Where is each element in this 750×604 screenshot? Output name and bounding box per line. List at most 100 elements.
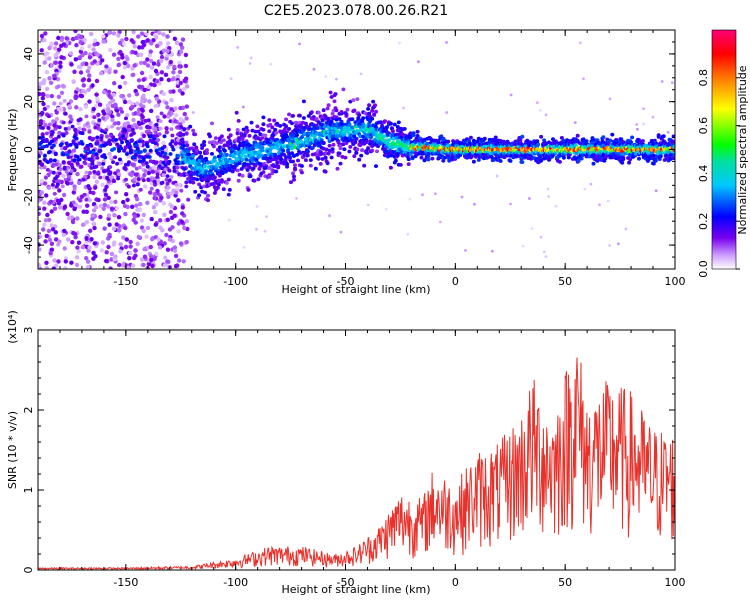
heatmap-cell bbox=[170, 139, 175, 144]
heatmap-cell bbox=[85, 69, 91, 74]
heatmap-cell bbox=[666, 130, 670, 134]
heatmap-cell bbox=[133, 50, 138, 55]
heatmap-cell bbox=[253, 163, 258, 168]
heatmap-cell bbox=[359, 142, 364, 146]
heatmap-cell bbox=[69, 62, 74, 67]
heatmap-cell bbox=[140, 114, 145, 120]
heatmap-cell bbox=[131, 72, 136, 78]
heatmap-cell bbox=[316, 110, 321, 115]
heatmap-cell bbox=[161, 91, 166, 97]
heatmap-cell bbox=[200, 146, 205, 151]
heatmap-cell bbox=[84, 209, 90, 214]
heatmap-cell bbox=[44, 233, 49, 239]
heatmap-cell bbox=[220, 171, 225, 176]
heatmap-cell bbox=[274, 131, 279, 135]
heatmap-cell bbox=[123, 145, 128, 150]
heatmap-cell bbox=[323, 169, 328, 174]
heatmap-cell bbox=[53, 41, 59, 46]
heatmap-cell bbox=[45, 93, 50, 99]
heatmap-cell bbox=[93, 125, 98, 130]
heatmap-cell bbox=[168, 152, 173, 156]
heatmap-cell bbox=[100, 182, 105, 187]
heatmap-cell bbox=[149, 41, 154, 46]
heatmap-cell bbox=[100, 129, 105, 133]
heatmap-cell bbox=[57, 239, 62, 244]
heatmap-cell bbox=[159, 58, 164, 64]
heatmap-cell bbox=[273, 152, 278, 157]
heatmap-cell bbox=[351, 98, 356, 102]
heatmap-cell bbox=[126, 265, 131, 269]
heatmap-cell bbox=[188, 124, 193, 129]
heatmap-cell bbox=[621, 157, 626, 162]
heatmap-cell bbox=[150, 237, 155, 242]
heatmap-cell bbox=[97, 118, 102, 123]
heatmap-cell bbox=[396, 120, 401, 125]
heatmap-cell bbox=[168, 30, 173, 33]
heatmap-cell bbox=[87, 65, 92, 70]
heatmap-cell bbox=[60, 83, 66, 89]
heatmap-cell bbox=[115, 161, 120, 166]
heatmap-cell bbox=[239, 148, 244, 153]
heatmap-cell bbox=[50, 227, 56, 232]
heatmap-cell bbox=[80, 78, 86, 83]
heatmap-cell bbox=[136, 234, 141, 240]
heatmap-cell bbox=[134, 166, 139, 171]
heatmap-cell bbox=[179, 173, 184, 177]
snr-xlabel: Height of straight line (km) bbox=[281, 583, 430, 596]
heatmap-cell bbox=[76, 180, 82, 186]
heatmap-cell bbox=[386, 138, 391, 143]
heatmap-cell bbox=[142, 172, 147, 178]
heatmap-cell bbox=[180, 119, 186, 124]
heatmap-cell bbox=[135, 182, 140, 187]
heatmap-cell bbox=[398, 41, 401, 45]
heatmap-cell bbox=[264, 165, 269, 170]
heatmap-cell bbox=[171, 89, 176, 94]
heatmap-cell bbox=[178, 241, 184, 246]
heatmap-cell bbox=[87, 245, 92, 250]
heatmap-cell bbox=[83, 50, 88, 56]
tick-label: 1 bbox=[22, 487, 35, 494]
heatmap-cell bbox=[60, 184, 65, 189]
heatmap-cell bbox=[160, 180, 165, 185]
tick-label: -150 bbox=[113, 275, 138, 288]
heatmap-cell bbox=[154, 96, 160, 101]
heatmap-cell bbox=[181, 259, 186, 264]
heatmap-cell bbox=[335, 166, 340, 171]
heatmap-cell bbox=[240, 136, 245, 141]
heatmap-cell bbox=[205, 151, 209, 156]
heatmap-cell bbox=[58, 205, 63, 210]
heatmap-cell bbox=[152, 134, 157, 138]
heatmap-cell bbox=[77, 55, 83, 60]
heatmap-cell bbox=[44, 139, 49, 144]
heatmap-cell bbox=[136, 34, 141, 39]
heatmap-cell bbox=[75, 155, 80, 159]
heatmap-cell bbox=[56, 94, 62, 100]
heatmap-cell bbox=[539, 108, 542, 112]
heatmap-cell bbox=[105, 103, 110, 108]
heatmap-cell bbox=[47, 150, 52, 154]
heatmap-cell bbox=[42, 222, 47, 228]
heatmap-cell bbox=[341, 142, 346, 147]
heatmap-cell bbox=[161, 140, 166, 146]
colorbar: 0.00.20.40.60.8 Normalized spectral ampl… bbox=[697, 29, 749, 278]
heatmap-cell bbox=[117, 172, 122, 177]
heatmap-cell bbox=[224, 160, 229, 165]
heatmap-cell bbox=[63, 126, 68, 131]
heatmap-cell bbox=[145, 57, 150, 62]
heatmap-cell bbox=[48, 251, 53, 256]
heatmap-cell bbox=[78, 34, 84, 40]
heatmap-cell bbox=[66, 177, 71, 182]
heatmap-cell bbox=[78, 49, 84, 54]
heatmap-cell bbox=[307, 127, 312, 131]
heatmap-cell bbox=[255, 205, 259, 208]
heatmap-cell bbox=[212, 155, 217, 160]
heatmap-cell bbox=[103, 192, 109, 197]
heatmap-cell bbox=[57, 179, 62, 184]
heatmap-cell bbox=[143, 169, 148, 173]
heatmap-cell bbox=[88, 150, 93, 155]
heatmap-cell bbox=[353, 140, 358, 145]
heatmap-cell bbox=[154, 251, 159, 256]
heatmap-cell bbox=[509, 93, 513, 97]
heatmap-cell bbox=[245, 168, 250, 172]
heatmap-cell bbox=[236, 119, 241, 123]
